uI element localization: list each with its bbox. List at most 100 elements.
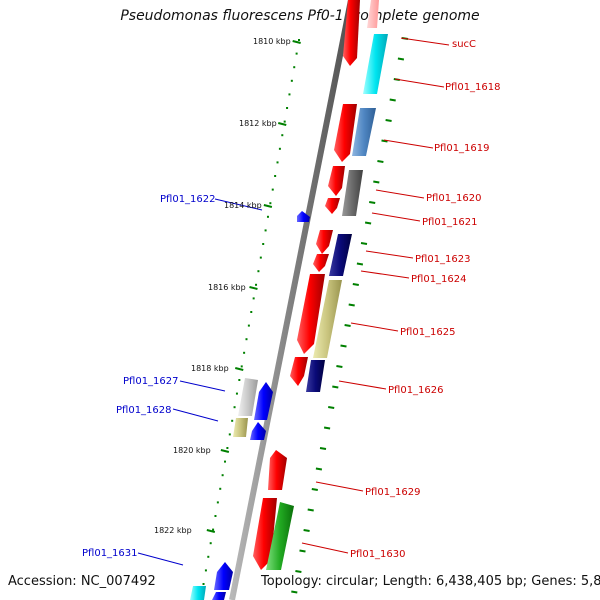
gene-label-Pfl01_1631[interactable]: Pfl01_1631 <box>82 548 138 559</box>
leader-Pfl01_1629 <box>315 481 364 492</box>
gene-label-Pfl01_1618[interactable]: Pfl01_1618 <box>445 82 501 93</box>
cog-bar-sucC[interactable] <box>363 34 388 94</box>
scale-dot <box>293 66 296 69</box>
map-title: Pseudomonas fluorescens Pf0-1, complete … <box>120 8 480 24</box>
scale-dot <box>209 542 212 545</box>
gene-label-Pfl01_1623[interactable]: Pfl01_1623 <box>415 254 471 265</box>
gene-label-Pfl01_1625[interactable]: Pfl01_1625 <box>400 327 456 338</box>
scale-dot <box>204 569 207 572</box>
gene-Pfl01_1631[interactable] <box>214 562 233 590</box>
leader-Pfl01_1627 <box>179 380 226 392</box>
scale-dot <box>259 256 262 259</box>
gene-label-Pfl01_1629[interactable]: Pfl01_1629 <box>365 487 421 498</box>
scale-dot <box>228 433 231 436</box>
scale-track <box>200 39 301 599</box>
scale-label-1814: 1814 kbp <box>224 201 262 210</box>
scale-dot <box>286 107 289 109</box>
gene-sucC[interactable] <box>343 0 360 66</box>
forward-features <box>253 0 388 570</box>
gene-label-Pfl01_1620[interactable]: Pfl01_1620 <box>426 193 482 204</box>
cog-bar-Pfl01_1628[interactable] <box>233 418 248 437</box>
scale-dot <box>214 515 217 517</box>
leader-Pfl01_1630 <box>301 542 349 554</box>
cog-bar-Pfl01_1623[interactable] <box>329 234 352 276</box>
gene-Pfl01_1624[interactable] <box>313 254 329 272</box>
scale-dot <box>290 79 293 82</box>
cog-bar-Pfl01_1631[interactable] <box>190 586 206 600</box>
feature-ring-dot <box>385 119 392 122</box>
gene-label-Pfl01_1628[interactable]: Pfl01_1628 <box>116 405 172 416</box>
scale-dot <box>262 243 265 245</box>
scale-dot <box>271 188 274 191</box>
cog-bar-Pfl01_1630[interactable] <box>266 502 294 570</box>
gene-label-Pfl01_1627[interactable]: Pfl01_1627 <box>123 376 179 387</box>
feature-ring-dot <box>311 488 318 491</box>
gene-label-Pfl01_1624[interactable]: Pfl01_1624 <box>411 274 467 285</box>
cog-bar-Pfl01_1626[interactable] <box>306 360 325 392</box>
leader-Pfl01_1623 <box>365 250 414 259</box>
scale-major-tick <box>235 367 244 371</box>
feature-ring-dot <box>323 426 331 430</box>
feature-ring-dot <box>332 385 339 389</box>
cog-bar-Pfl01_1618[interactable] <box>352 108 376 156</box>
feature-ring-dot <box>299 549 306 553</box>
scale-dot <box>278 147 281 150</box>
scale-dot <box>274 175 277 177</box>
scale-dot <box>207 555 210 558</box>
scale-dot <box>233 406 236 409</box>
scale-dot <box>257 270 260 273</box>
cog-bar-Pfl01_1627[interactable] <box>238 378 258 416</box>
gene-label-Pfl01_1619[interactable]: Pfl01_1619 <box>434 143 490 154</box>
feature-ring-dot <box>364 221 372 225</box>
scale-dot <box>269 202 272 205</box>
feature-ring-dot <box>303 529 310 532</box>
gene-Pfl01_1623[interactable] <box>316 230 333 254</box>
gene-label-Pfl01_1622[interactable]: Pfl01_1622 <box>160 194 216 205</box>
scale-dot <box>235 392 238 395</box>
gene-Pfl01_1627[interactable] <box>254 382 273 420</box>
gene-Pfl01_1618[interactable] <box>334 104 357 162</box>
feature-ring-dot <box>340 344 347 348</box>
scale-dot <box>224 460 227 463</box>
genome-backbone <box>229 0 354 600</box>
cog-bar-Pfl01_1620[interactable] <box>342 170 363 216</box>
scale-major-tick <box>292 40 301 44</box>
scale-dot <box>281 134 284 137</box>
gene-label-Pfl01_1626[interactable]: Pfl01_1626 <box>388 385 444 396</box>
scale-dot <box>238 379 241 381</box>
leader-sucC <box>400 37 450 46</box>
gene-label-sucC[interactable]: sucC <box>452 39 476 50</box>
gene-label-Pfl01_1621[interactable]: Pfl01_1621 <box>422 217 478 228</box>
leader-Pfl01_1619 <box>383 139 434 149</box>
leader-Pfl01_1624 <box>360 270 410 279</box>
scale-dot <box>243 351 246 354</box>
scale-dot <box>288 93 291 96</box>
scale-dot <box>276 161 279 164</box>
gene-Pfl01_1626[interactable] <box>290 357 308 386</box>
cog-bar-Pfl01_1625[interactable] <box>313 280 342 358</box>
scale-major-tick <box>220 449 230 453</box>
gene-Pfl01_1629[interactable] <box>268 450 287 490</box>
leader-Pfl01_1621 <box>371 212 421 222</box>
gene-Pfl01_1620[interactable] <box>328 166 345 196</box>
gene-label-Pfl01_1630[interactable]: Pfl01_1630 <box>350 549 406 560</box>
scale-dot <box>245 338 248 341</box>
gene-Pfl01_1621[interactable] <box>325 198 340 214</box>
feature-ring-dot <box>397 57 405 61</box>
gene-Pfl01_1628[interactable] <box>250 422 266 440</box>
feature-ring-dot <box>348 303 355 307</box>
feature-ring-dot <box>377 160 384 163</box>
leader-Pfl01_1618 <box>394 78 445 88</box>
gene-Pfl01_1631-b[interactable] <box>212 592 226 600</box>
scale-dot <box>240 365 243 368</box>
gene-Pfl01_1625[interactable] <box>297 274 325 354</box>
feature-ring-dot <box>315 467 323 471</box>
feature-ring-dot <box>373 180 380 184</box>
forward-leader-lines <box>301 37 450 554</box>
reverse-leader-lines <box>137 198 263 566</box>
feature-ring-dot <box>381 139 388 143</box>
gene-Pfl01_1622[interactable] <box>297 211 310 222</box>
leader-Pfl01_1620 <box>375 189 425 199</box>
feature-ring-dot <box>369 201 376 204</box>
